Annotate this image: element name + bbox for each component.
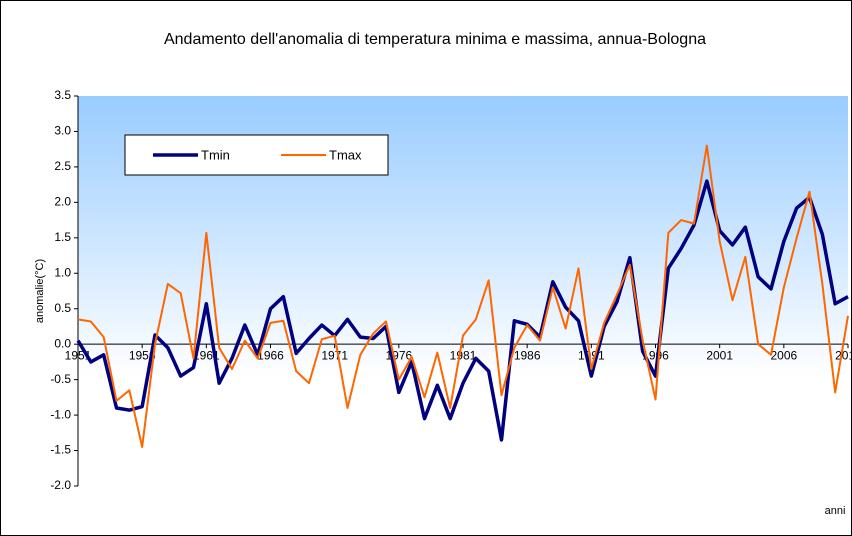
y-tick-label: -2.0 <box>50 478 71 492</box>
y-tick-label: -1.5 <box>50 443 71 457</box>
y-tick-label: 3.0 <box>54 124 71 138</box>
data-line <box>76 179 849 442</box>
data-line <box>77 144 849 448</box>
x-axis-label: anni <box>825 505 846 517</box>
y-tick-label: 0.5 <box>54 301 71 315</box>
legend-label: Tmin <box>201 147 230 162</box>
y-tick-label: 2.5 <box>54 159 71 173</box>
x-tick-label: 1971 <box>321 348 348 362</box>
x-tick-label: 1981 <box>450 348 477 362</box>
y-tick-label: 0.0 <box>54 336 71 350</box>
legend-label: Tmax <box>329 147 362 162</box>
x-tick-label: 1996 <box>642 348 669 362</box>
x-tick-label: 2006 <box>770 348 797 362</box>
y-tick-label: -1.0 <box>50 407 71 421</box>
y-tick-label: 2.0 <box>54 195 71 209</box>
x-tick-label: 1991 <box>578 348 605 362</box>
y-tick-label: 3.5 <box>54 88 71 102</box>
x-tick-label: 1966 <box>257 348 284 362</box>
y-tick-label: -0.5 <box>50 372 71 386</box>
x-tick-label: 1986 <box>514 348 541 362</box>
x-tick-label: 2011 <box>835 348 852 362</box>
chart-title: Andamento dell'anomalia di temperatura m… <box>163 31 706 48</box>
y-tick-label: 1.5 <box>54 230 71 244</box>
y-tick-label: 1.0 <box>54 265 71 279</box>
y-axis-label: anomalie(°C) <box>34 259 46 323</box>
x-tick-label: 2001 <box>706 348 733 362</box>
